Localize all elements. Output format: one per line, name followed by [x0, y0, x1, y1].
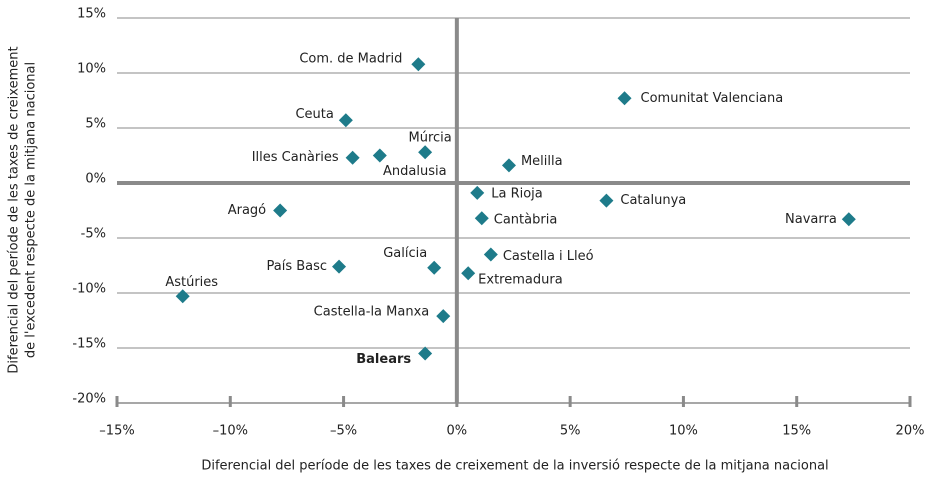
y-tick-label: -15% [72, 337, 106, 352]
x-tick-label: –5% [330, 424, 357, 439]
point-label: Ceuta [295, 107, 333, 122]
y-tick-label: 10% [77, 62, 106, 77]
y-tick-label: -10% [72, 282, 106, 297]
point-label: Galícia [383, 246, 427, 261]
point [418, 346, 433, 361]
point [841, 212, 856, 227]
point-label: País Basc [266, 259, 327, 274]
y-axis-label: Diferencial del període de les taxes de … [7, 46, 22, 373]
point [273, 203, 288, 218]
x-tick-label: 10% [669, 424, 698, 439]
y-tick-label: 5% [85, 117, 106, 132]
y-tick-label: 15% [77, 7, 106, 22]
point-label: Extremadura [478, 273, 562, 288]
point [501, 158, 516, 173]
point [175, 289, 190, 304]
x-tick-label: 0% [447, 424, 468, 439]
y-tick-label: -20% [72, 392, 106, 407]
y-tick-label: -5% [81, 227, 106, 242]
point [411, 57, 426, 72]
point [470, 185, 485, 200]
point [599, 193, 614, 208]
point-label: Catalunya [620, 193, 686, 208]
point [427, 260, 442, 275]
point-label: Melilla [521, 154, 563, 169]
point-label: Illes Canàries [252, 150, 339, 165]
y-tick-label: 0% [85, 172, 106, 187]
point-label: Com. de Madrid [299, 52, 402, 67]
point [345, 150, 360, 165]
point [338, 113, 353, 128]
point [436, 309, 451, 324]
x-tick-label: 15% [782, 424, 811, 439]
x-axis-label: Diferencial del període de les taxes de … [201, 459, 828, 474]
x-tick-label: –15% [99, 424, 134, 439]
point [617, 91, 632, 106]
x-tick-label: 20% [896, 424, 925, 439]
point [461, 266, 476, 281]
point-label: Múrcia [409, 131, 452, 146]
point-label: Castella-la Manxa [314, 305, 430, 320]
x-tick-label: –10% [213, 424, 248, 439]
point-label: Comunitat Valenciana [641, 91, 784, 106]
point [372, 148, 387, 163]
point-label: Balears [356, 352, 411, 367]
point-label: La Rioja [491, 186, 543, 201]
point [332, 259, 347, 274]
point [474, 211, 489, 226]
point [483, 247, 498, 262]
x-tick-label: 5% [560, 424, 581, 439]
point-label: Aragó [228, 203, 266, 218]
point-label: Andalusia [383, 164, 447, 179]
point [418, 145, 433, 160]
y-axis-label: de l'excedent respecte de la mitjana nac… [24, 62, 39, 358]
point-label: Navarra [785, 212, 837, 227]
point-label: Castella i Lleó [503, 249, 594, 264]
point-label: Cantàbria [494, 213, 558, 228]
point-label: Astúries [165, 275, 218, 290]
